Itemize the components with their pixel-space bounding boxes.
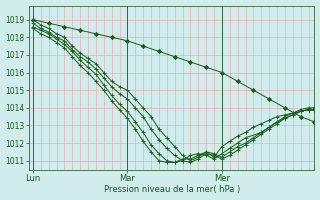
X-axis label: Pression niveau de la mer( hPa ): Pression niveau de la mer( hPa ) <box>104 185 240 194</box>
